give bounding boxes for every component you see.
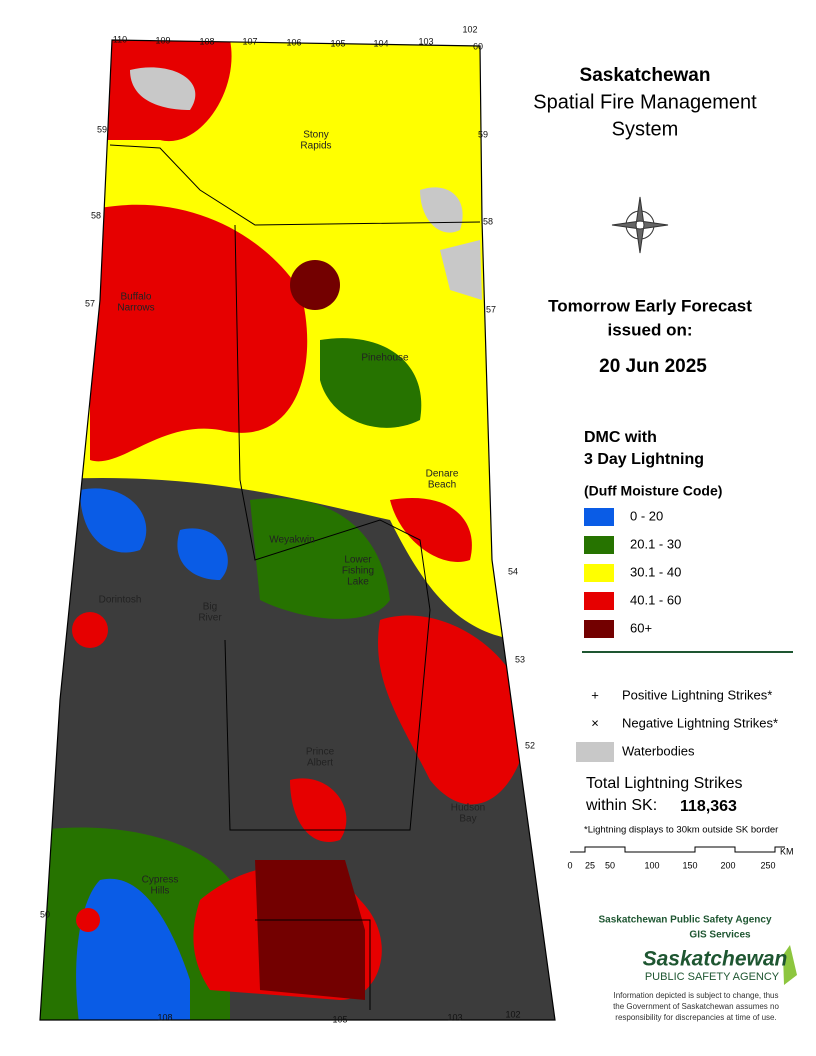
totals-value: 118,363	[680, 798, 737, 815]
place-label: Bay	[459, 814, 476, 825]
grid-label: 107	[242, 36, 257, 46]
totals-label: Total Lightning Strikes	[586, 775, 743, 792]
grid-label: 105	[330, 38, 345, 48]
place-label: Hudson	[451, 803, 485, 814]
legend-swatch	[584, 508, 614, 526]
grid-label: 102	[462, 24, 477, 34]
grid-label: 58	[91, 210, 101, 220]
disclaimer: the Government of Saskatchewan assumes n…	[613, 1002, 779, 1011]
subtitle: System	[612, 118, 679, 140]
grid-label: 103	[418, 36, 433, 46]
legend-swatch	[584, 564, 614, 582]
grid-label: 105	[332, 1014, 347, 1024]
title: Saskatchewan	[580, 65, 711, 86]
scale-unit: KM	[780, 846, 794, 856]
scale-tick: 200	[720, 860, 735, 870]
grid-label: 53	[515, 654, 525, 664]
place-label: Albert	[307, 758, 333, 769]
place-label: Rapids	[300, 141, 331, 152]
place-label: Fishing	[342, 566, 374, 577]
place-label: Big	[203, 602, 217, 613]
legend-swatch	[584, 592, 614, 610]
scale-tick: 0	[567, 860, 572, 870]
agency-unit: GIS Services	[689, 930, 751, 941]
subtitle: Spatial Fire Management	[533, 91, 757, 113]
legend-label: 60+	[630, 620, 652, 635]
place-label: Weyakwin	[269, 535, 314, 546]
place-label: Prince	[306, 747, 335, 758]
place-label: Dorintosh	[99, 595, 142, 606]
grid-label: 54	[508, 566, 518, 576]
legend-title: 3 Day Lightning	[584, 451, 704, 468]
legend-swatch	[584, 620, 614, 638]
place-label: Hills	[151, 886, 170, 897]
legend-title: DMC with	[584, 429, 657, 446]
grid-label: 110	[113, 34, 127, 44]
legend-label: 40.1 - 60	[630, 592, 681, 607]
place-label: Denare	[426, 469, 459, 480]
map	[39, 39, 556, 1021]
grid-label: 102	[505, 1009, 520, 1019]
legend-label: Waterbodies	[622, 743, 695, 758]
legend-swatch	[584, 536, 614, 554]
totals-label: within SK:	[585, 797, 657, 814]
scale-tick: 150	[682, 860, 697, 870]
legend-subtitle: (Duff Moisture Code)	[584, 483, 722, 499]
legend-symbol: ×	[591, 715, 599, 730]
scale-tick: 25	[585, 860, 595, 870]
legend-swatch	[576, 742, 614, 762]
legend-label: 20.1 - 30	[630, 536, 681, 551]
place-label: Lake	[347, 577, 369, 588]
logo-text: PUBLIC SAFETY AGENCY	[645, 971, 780, 983]
place-label: Narrows	[117, 303, 154, 314]
grid-label: 57	[85, 298, 95, 308]
place-label: Beach	[428, 480, 456, 491]
grid-label: 104	[373, 38, 388, 48]
compass	[611, 196, 669, 254]
legend-label: 30.1 - 40	[630, 564, 681, 579]
grid-label: 108	[199, 36, 214, 46]
grid-label: 57	[486, 304, 496, 314]
place-label: River	[198, 613, 222, 624]
grid-label: 52	[525, 740, 535, 750]
grid-label: 106	[286, 37, 301, 47]
agency-name: Saskatchewan Public Safety Agency	[598, 915, 771, 926]
place-label: Lower	[344, 555, 372, 566]
logo-mark	[783, 945, 797, 985]
disclaimer: Information depicted is subject to chang…	[614, 991, 779, 1000]
grid-label: 50	[40, 909, 50, 919]
forecast-date: 20 Jun 2025	[599, 356, 707, 377]
scale-tick: 250	[760, 860, 775, 870]
grid-label: 109	[155, 35, 170, 45]
forecast-line: Tomorrow Early Forecast	[548, 296, 752, 315]
grid-label: 60	[473, 41, 483, 51]
place-label: Cypress	[142, 875, 179, 886]
logo-text: Saskatchewan	[643, 948, 788, 971]
grid-label: 103	[447, 1012, 462, 1022]
place-label: Pinehouse	[361, 353, 409, 364]
legend-symbol: +	[591, 687, 599, 702]
place-label: Buffalo	[121, 292, 152, 303]
totals-note: *Lightning displays to 30km outside SK b…	[584, 825, 778, 836]
grid-label: 59	[97, 124, 107, 134]
scale-bar	[570, 846, 785, 853]
scale-tick: 100	[644, 860, 659, 870]
map-fill	[40, 40, 555, 1020]
disclaimer: responsibility for discrepancies at time…	[615, 1013, 776, 1022]
legend-label: Positive Lightning Strikes*	[622, 687, 772, 702]
scale-tick: 50	[605, 860, 615, 870]
grid-label: 58	[483, 216, 493, 226]
legend-label: Negative Lightning Strikes*	[622, 715, 778, 730]
legend-label: 0 - 20	[630, 508, 663, 523]
grid-label: 108	[157, 1012, 172, 1022]
place-label: Stony	[303, 130, 329, 141]
forecast-line: issued on:	[607, 320, 692, 339]
grid-label: 59	[478, 129, 488, 139]
